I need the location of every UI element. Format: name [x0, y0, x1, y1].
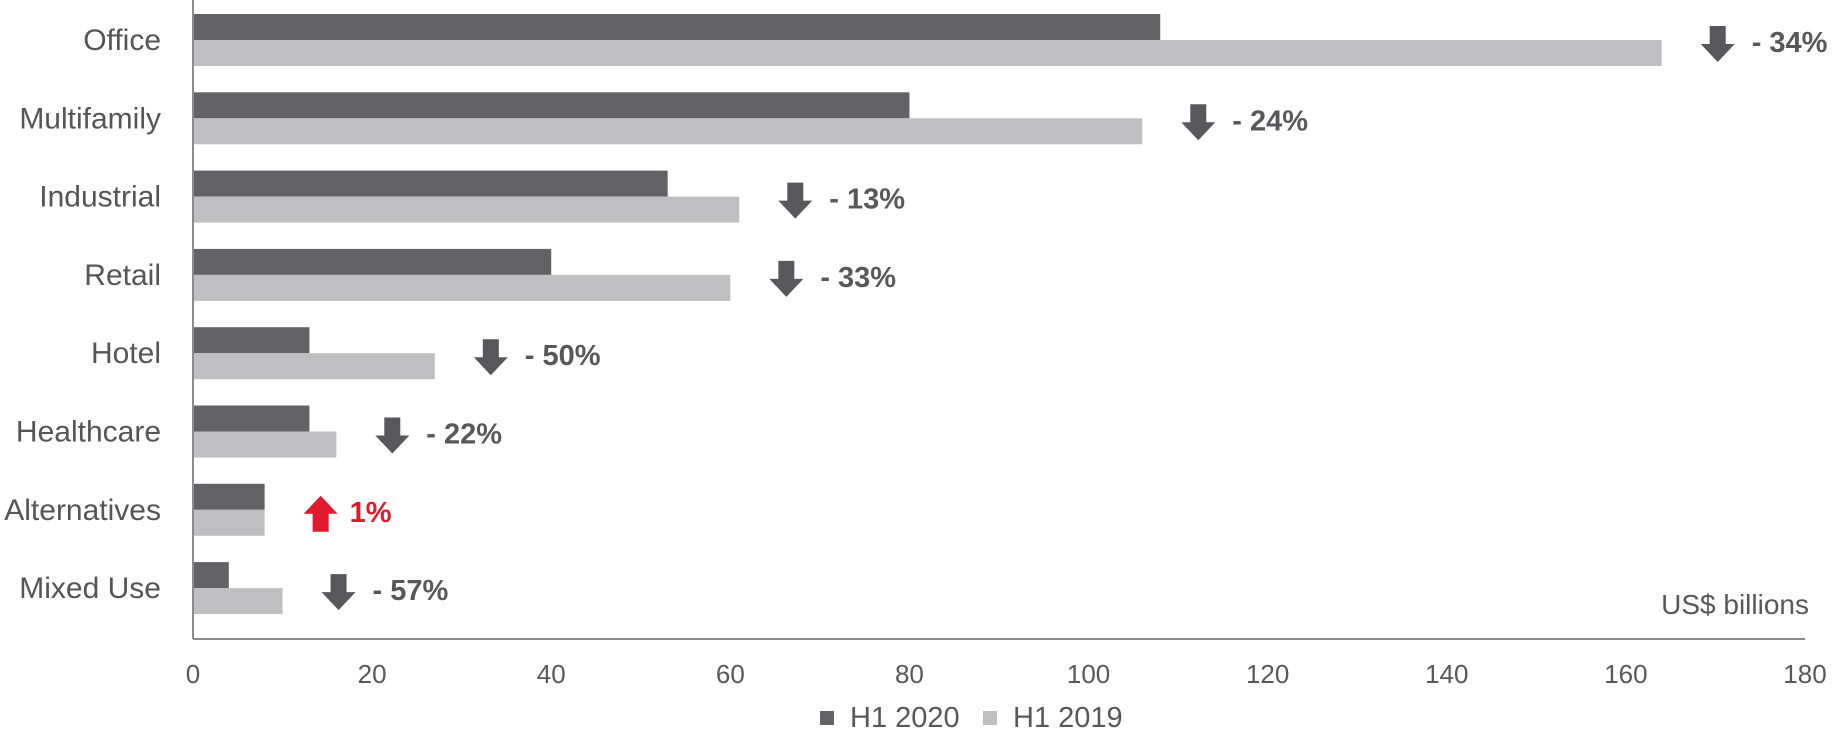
change-multifamily: - 24%	[1181, 104, 1308, 141]
change-industrial: - 13%	[778, 182, 905, 219]
bar-industrial-h1-2019	[193, 196, 740, 223]
category-label: Retail	[84, 259, 161, 292]
bar-retail-h1-2019	[193, 274, 731, 301]
bar-multifamily-h1-2019	[193, 118, 1143, 145]
x-tick-label: 120	[1246, 659, 1289, 689]
arrow-down-icon	[1181, 104, 1216, 141]
x-tick-label: 0	[186, 659, 200, 689]
x-tick-label: 20	[358, 659, 387, 689]
category-labels: Office Multifamily Industrial Retail Hotel He…	[4, 24, 161, 605]
bar-mixed-use-h1-2019	[193, 588, 283, 615]
legend: H1 2020 H1 2019	[820, 702, 1123, 731]
change-hotel: - 50%	[473, 339, 601, 376]
arrow-up-icon	[303, 495, 338, 532]
category-label: Healthcare	[16, 416, 161, 449]
change-label: - 24%	[1232, 105, 1308, 137]
bar-mixed-use-h1-2020	[193, 562, 229, 589]
bar-healthcare-h1-2019	[193, 431, 337, 458]
bar-alternatives-h1-2019	[193, 509, 265, 536]
change-label: - 22%	[426, 419, 502, 451]
legend-label-h1-2019: H1 2019	[1013, 702, 1123, 731]
change-label: - 57%	[373, 575, 449, 607]
arrow-down-icon	[473, 339, 508, 376]
bar-office-h1-2020	[193, 14, 1161, 40]
x-tick-label: 40	[537, 659, 566, 689]
change-healthcare: - 22%	[375, 417, 502, 454]
category-label: Office	[83, 24, 161, 57]
legend-swatch-h1-2020	[820, 711, 834, 725]
change-office: - 34%	[1700, 26, 1828, 62]
bar-multifamily-h1-2020	[193, 92, 910, 119]
arrow-down-icon	[769, 260, 804, 297]
arrow-down-icon	[375, 417, 410, 454]
change-label: - 50%	[525, 340, 601, 372]
bar-office-h1-2019	[193, 40, 1662, 66]
change-annotations: - 34% - 24% - 13% - 33% - 50% - 22% 1% - 57%	[303, 26, 1828, 611]
category-label: Alternatives	[4, 494, 161, 527]
bar-healthcare-h1-2020	[193, 405, 310, 432]
x-tick-label: 100	[1067, 659, 1110, 689]
x-tick-label: 140	[1425, 659, 1468, 689]
axes-group	[192, 0, 1805, 640]
category-label: Mixed Use	[19, 572, 161, 605]
bar-hotel-h1-2020	[193, 327, 310, 354]
change-label: - 13%	[829, 184, 905, 216]
category-label: Hotel	[91, 337, 161, 370]
x-tick-labels: 0 20 40 60 80 100 120 140 160 180	[186, 659, 1827, 689]
bar-industrial-h1-2020	[193, 170, 668, 197]
arrow-down-icon	[321, 574, 356, 611]
category-label: Multifamily	[19, 102, 161, 135]
category-label: Industrial	[39, 181, 161, 214]
unit-label: US$ billions	[1661, 589, 1809, 620]
bar-alternatives-h1-2020	[193, 483, 265, 510]
change-mixed-use: - 57%	[321, 574, 449, 611]
x-tick-label: 80	[895, 659, 924, 689]
legend-label-h1-2020: H1 2020	[850, 702, 960, 731]
bar-retail-h1-2020	[193, 248, 552, 275]
arrow-down-icon	[778, 182, 813, 219]
change-label: 1%	[350, 497, 392, 529]
change-label: - 33%	[820, 262, 896, 294]
change-alternatives: 1%	[303, 495, 392, 532]
x-tick-label: 180	[1783, 659, 1826, 689]
change-retail: - 33%	[769, 260, 896, 297]
legend-swatch-h1-2019	[983, 711, 997, 725]
bars-group	[193, 14, 1662, 615]
change-label: - 34%	[1752, 27, 1828, 59]
arrow-down-icon	[1700, 26, 1735, 62]
bar-hotel-h1-2019	[193, 353, 435, 380]
x-tick-label: 60	[716, 659, 745, 689]
x-tick-label: 160	[1604, 659, 1647, 689]
